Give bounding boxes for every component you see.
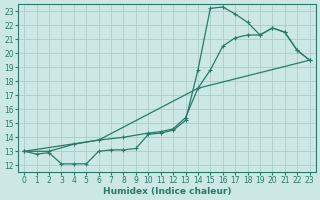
X-axis label: Humidex (Indice chaleur): Humidex (Indice chaleur) [103,187,231,196]
